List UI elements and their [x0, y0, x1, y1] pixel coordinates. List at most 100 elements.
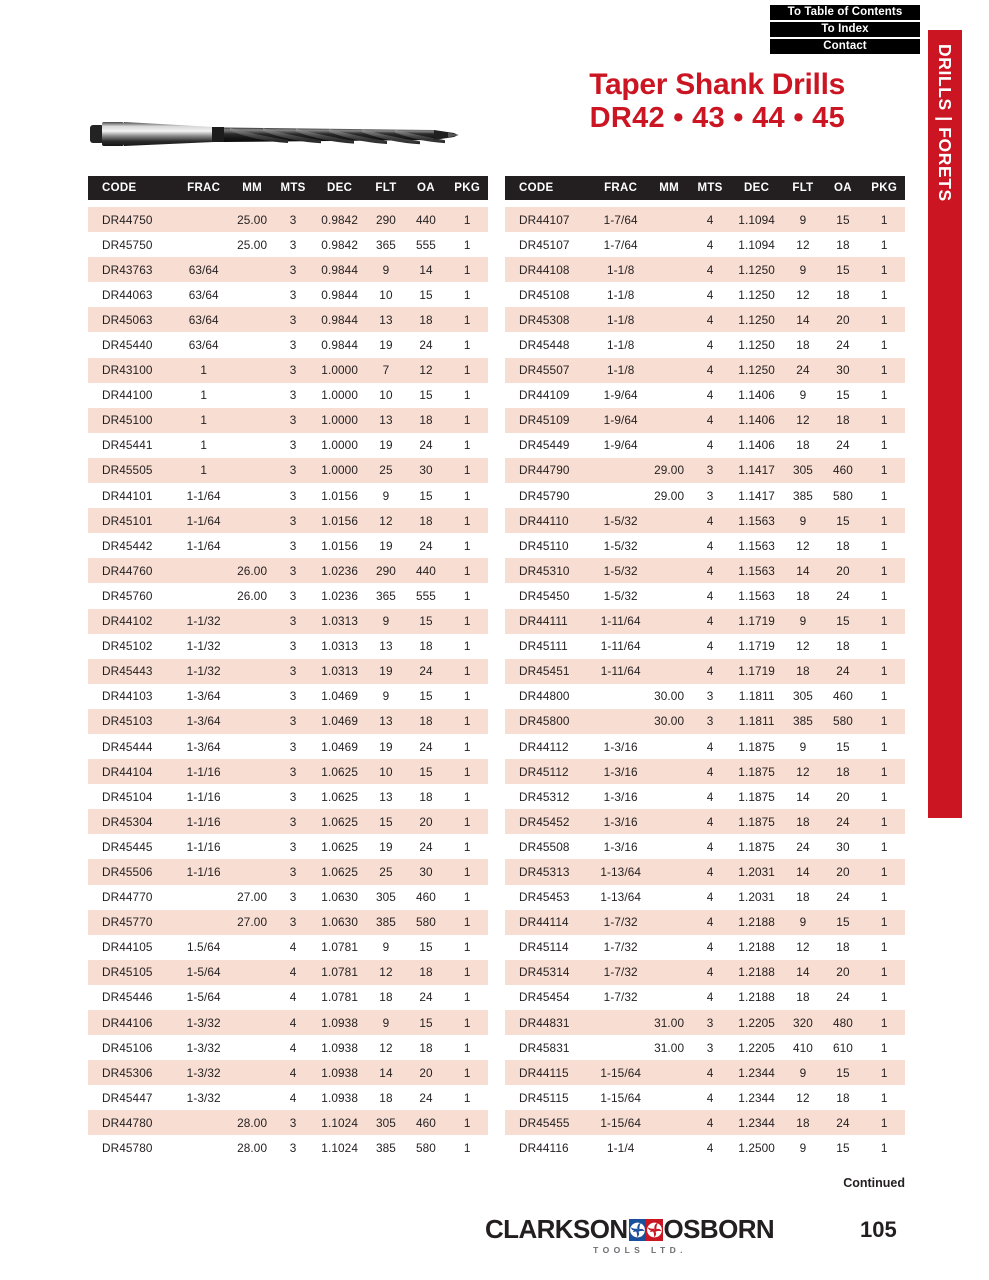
column-header-flt: FLT: [783, 176, 823, 200]
cell-dec: 1.2344: [738, 1115, 775, 1130]
cell-frac: 1-11/64: [600, 614, 641, 629]
cell-pkg: 1: [463, 864, 471, 879]
cell-dec: 1.2031: [738, 864, 775, 879]
column-header-oa: OA: [405, 176, 447, 200]
cell-code: DR44100: [102, 388, 153, 403]
cell-flt: 12: [379, 1040, 393, 1055]
cell-mm: [648, 910, 690, 935]
table-header-right: CODE FRAC MM MTS DEC FLT OA PKG: [505, 176, 905, 200]
cell-code: DR45101: [102, 513, 153, 528]
cell-pkg: 1: [880, 965, 888, 980]
cell-code: DR45104: [102, 789, 153, 804]
cell-mts: 3: [289, 287, 297, 302]
cell-code: DR45443: [102, 664, 153, 679]
cell-mm: [648, 533, 690, 558]
cell-code: DR45442: [102, 538, 153, 553]
cell-pkg: 1: [880, 1015, 888, 1030]
cell-frac: [176, 885, 231, 910]
page-number: 105: [860, 1217, 897, 1242]
cell-dec: 1.0469: [321, 689, 358, 704]
to-index-button[interactable]: To Index: [770, 22, 920, 37]
cell-flt: 12: [796, 237, 810, 252]
cell-mm: 28.00: [237, 1141, 268, 1156]
table-row: DR44116 1-1/4 4 1.2500 9 15 1: [505, 1135, 905, 1160]
cell-flt: 9: [382, 1015, 390, 1030]
cell-mm: [231, 859, 273, 884]
cell-dec: 1.0000: [321, 463, 358, 478]
cell-oa: 440: [415, 563, 436, 578]
cell-flt: 12: [796, 764, 810, 779]
cell-code: DR45112: [519, 764, 569, 779]
cell-frac: 1-1/4: [606, 1141, 635, 1156]
cell-flt: 14: [796, 312, 810, 327]
cell-frac: 1-3/32: [186, 1090, 221, 1105]
cell-oa: 24: [419, 839, 433, 854]
cell-mts: 4: [706, 588, 714, 603]
table-row: DR45104 1-1/16 3 1.0625 13 18 1: [88, 784, 488, 809]
cell-pkg: 1: [880, 463, 888, 478]
cell-flt: 18: [379, 1090, 393, 1105]
cell-pkg: 1: [880, 438, 888, 453]
cell-mts: 4: [706, 764, 714, 779]
cell-code: DR44103: [102, 689, 153, 704]
cell-mm: [648, 734, 690, 759]
cell-dec: 1.1563: [738, 563, 775, 578]
cell-mm: [231, 809, 273, 834]
cell-dec: 1.2188: [738, 965, 775, 980]
cell-pkg: 1: [463, 764, 471, 779]
cell-oa: 15: [419, 1015, 433, 1030]
to-table-of-contents-button[interactable]: To Table of Contents: [770, 5, 920, 20]
cell-dec: 1.1024: [321, 1141, 358, 1156]
cell-flt: 9: [382, 614, 390, 629]
cell-flt: 12: [796, 538, 810, 553]
table-row: DR45508 1-3/16 4 1.1875 24 30 1: [505, 834, 905, 859]
cell-mm: [648, 358, 690, 383]
cell-code: DR45452: [519, 814, 570, 829]
cell-oa: 460: [415, 890, 436, 905]
cell-pkg: 1: [880, 513, 888, 528]
cell-pkg: 1: [463, 814, 471, 829]
cell-oa: 24: [836, 990, 850, 1005]
cell-mm: [231, 257, 273, 282]
cell-frac: 1.5/64: [187, 940, 221, 955]
cell-frac: 1-3/32: [186, 1040, 221, 1055]
cell-frac: [593, 458, 648, 483]
cell-dec: 1.1094: [738, 212, 775, 227]
cell-oa: 30: [419, 864, 433, 879]
cell-mts: 4: [706, 839, 714, 854]
cell-dec: 1.1406: [738, 413, 775, 428]
cell-oa: 24: [419, 438, 433, 453]
cell-mm: [231, 634, 273, 659]
cell-code: DR45446: [102, 990, 153, 1005]
cell-mts: 3: [289, 262, 297, 277]
table-row: DR45443 1-1/32 3 1.0313 19 24 1: [88, 658, 488, 684]
cell-frac: 1-5/32: [603, 588, 638, 603]
logo-word-osborn: OSBORN: [663, 1214, 775, 1244]
cell-dec: 0.9842: [321, 237, 358, 252]
cell-oa: 15: [419, 388, 433, 403]
cell-dec: 1.0156: [321, 538, 358, 553]
cell-mm: [231, 734, 273, 759]
cell-code: DR45453: [519, 890, 570, 905]
cell-frac: 1-15/64: [600, 1065, 642, 1080]
cell-code: DR44115: [519, 1065, 569, 1080]
table-row: DR45115 1-15/64 4 1.2344 12 18 1: [505, 1085, 905, 1110]
cell-mm: [648, 408, 690, 433]
cell-code: DR44108: [519, 262, 570, 277]
cell-frac: [176, 232, 231, 257]
cell-mts: 3: [289, 789, 297, 804]
cell-dec: 1.1250: [738, 363, 775, 378]
table-spacer-row: [505, 200, 905, 207]
cell-frac: [176, 1110, 231, 1135]
cell-flt: 13: [379, 789, 393, 804]
cell-mts: 4: [706, 940, 714, 955]
cell-frac: 1-7/32: [603, 965, 638, 980]
cell-frac: 1-13/64: [600, 890, 642, 905]
table-row: DR45114 1-7/32 4 1.2188 12 18 1: [505, 935, 905, 960]
cell-mm: [648, 332, 690, 357]
cell-pkg: 1: [463, 212, 471, 227]
cell-mts: 3: [289, 463, 297, 478]
cell-dec: 1.1811: [738, 714, 775, 729]
contact-button[interactable]: Contact: [770, 39, 920, 54]
cell-oa: 460: [832, 689, 853, 704]
